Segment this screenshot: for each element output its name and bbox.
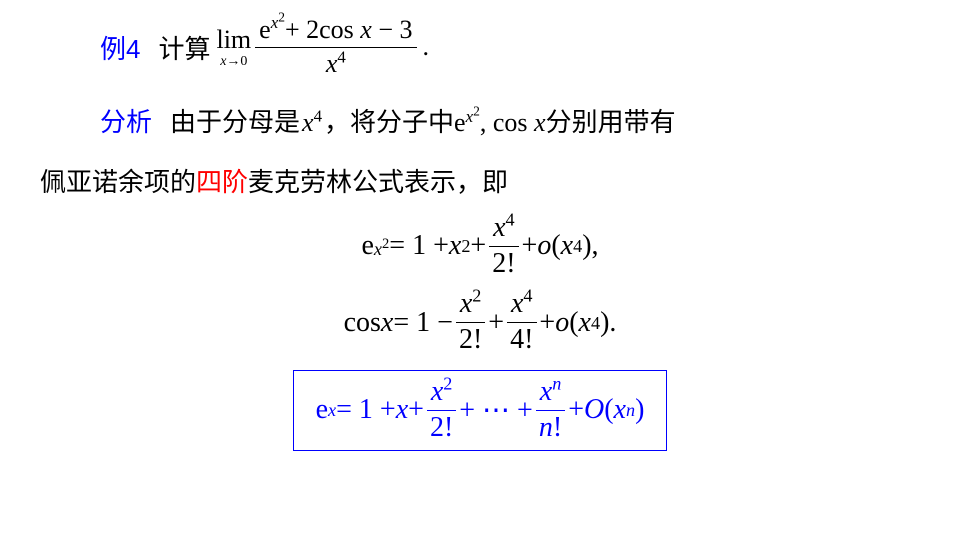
x4-inline: x4 — [302, 102, 322, 144]
ex2-cosx-inline: ex2, cos x — [454, 102, 546, 144]
boxed-equation: ex = 1 + x + x2 2! + ⋯ + xn n! + O(xn) — [293, 370, 668, 451]
analysis-line-2: 佩亚诺余项的 四阶 麦克劳林公式表示，即 — [40, 162, 920, 199]
equation-2: cos x = 1 − x2 2! + x4 4! + o(x4). — [40, 289, 920, 356]
box-frac1: x2 2! — [426, 377, 457, 444]
main-fraction: ex2+ 2cos x − 3 x4 — [255, 16, 416, 78]
lim-text: lim — [216, 25, 251, 55]
eq1-frac: x4 2! — [488, 213, 519, 280]
fourth-order-text: 四阶 — [196, 162, 248, 199]
main-numerator: ex2+ 2cos x − 3 — [255, 16, 416, 48]
period: . — [423, 32, 430, 62]
main-denominator: x4 — [322, 48, 350, 79]
box-frac2: xn n! — [535, 377, 566, 444]
analysis-text-1c: 分别用带有 — [546, 102, 676, 144]
eq2-frac1: x2 2! — [455, 289, 486, 356]
analysis-text-2a: 佩亚诺余项的 — [40, 162, 196, 199]
lim-operator: lim x→0 — [216, 25, 251, 69]
analysis-text-2b: 麦克劳林公式表示，即 — [248, 162, 508, 199]
equation-1: ex2 = 1 + x2 + x4 2! + o(x4), — [40, 213, 920, 280]
analysis-text-1a: 由于分母是 — [170, 102, 300, 144]
slide: 例4 计算 lim x→0 ex2+ 2cos x − 3 x4 . 分析 由于… — [0, 0, 960, 461]
eq2-frac2: x4 4! — [506, 289, 537, 356]
boxed-equation-wrap: ex = 1 + x + x2 2! + ⋯ + xn n! + O(xn) — [40, 362, 920, 451]
analysis-label: 分析 — [100, 102, 152, 144]
limit-expression: lim x→0 ex2+ 2cos x − 3 x4 . — [214, 16, 429, 78]
analysis-line-1: 分析 由于分母是 x4 ，将分子中 ex2, cos x 分别用带有 — [100, 102, 920, 144]
example-label: 例4 — [100, 29, 140, 66]
analysis-text-1b: ，将分子中 — [324, 102, 454, 144]
problem-line: 例4 计算 lim x→0 ex2+ 2cos x − 3 x4 . — [100, 16, 920, 78]
compute-text: 计算 — [158, 29, 210, 66]
lim-subscript: x→0 — [220, 55, 247, 69]
